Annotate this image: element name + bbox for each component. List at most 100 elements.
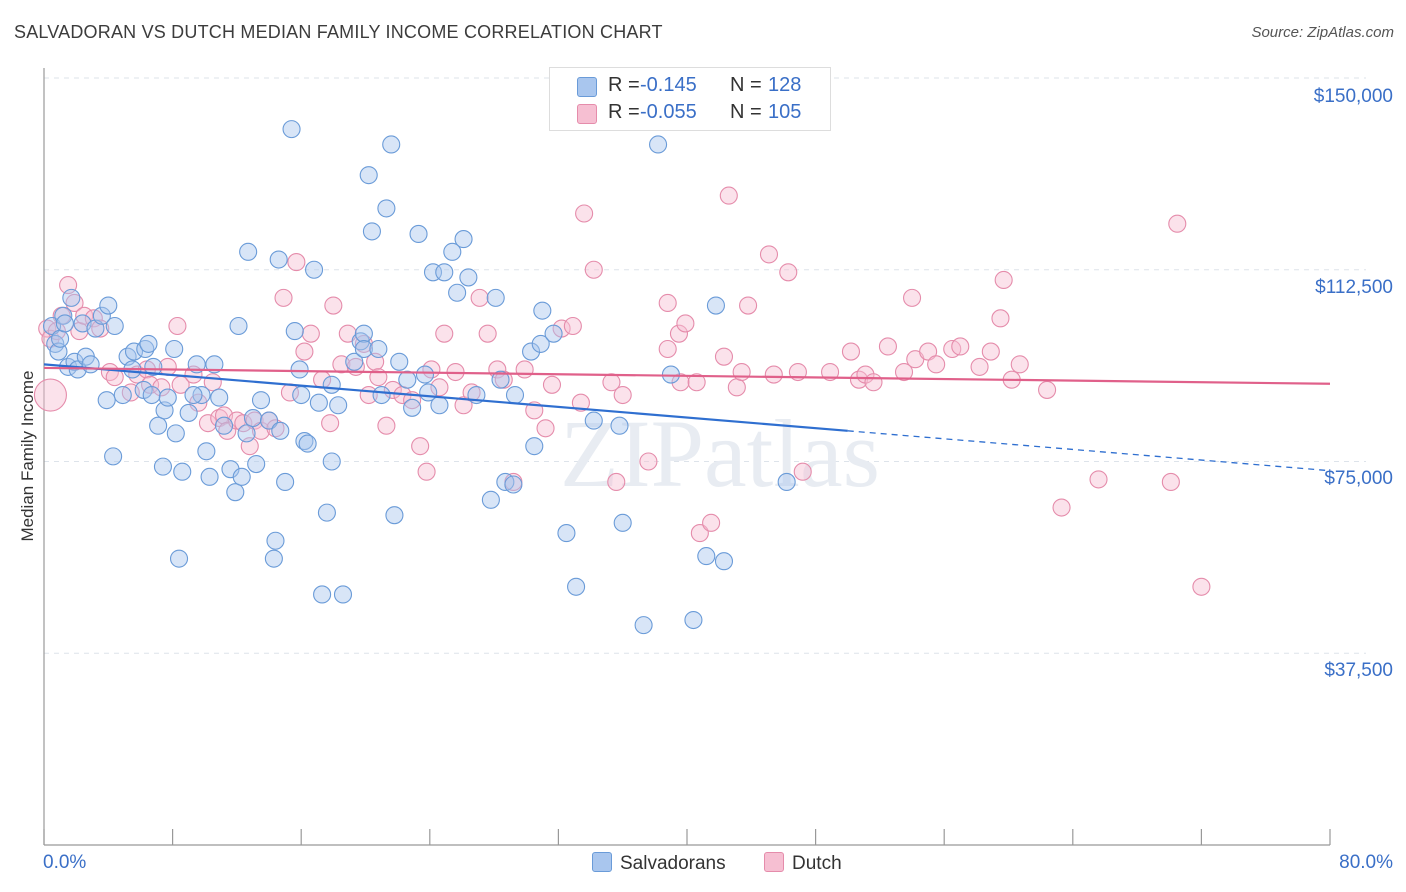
salvadoran-point <box>313 585 332 604</box>
dutch-point <box>411 437 430 456</box>
dutch-point <box>821 362 840 382</box>
dutch-point <box>687 373 706 392</box>
dutch-point <box>128 365 147 384</box>
salvadoran-point <box>285 322 304 341</box>
salvadoran-point <box>305 260 324 279</box>
salvadoran-point <box>486 288 505 307</box>
salvadoran-point <box>345 352 364 371</box>
salvadoran-point <box>124 342 144 361</box>
dutch-point <box>994 270 1013 290</box>
dutch-point <box>951 337 970 356</box>
dutch-point <box>639 452 658 471</box>
n-label: N = <box>730 74 762 96</box>
salvadoran-point <box>525 437 544 456</box>
salvadoran-point <box>435 263 454 282</box>
dutch-point <box>301 324 320 343</box>
salvadoran-point <box>149 416 168 435</box>
salvadoran-point <box>415 365 435 384</box>
salvadoran-point <box>390 352 409 371</box>
y-tick-label: $75,000 <box>1324 468 1393 489</box>
dutch-point <box>690 524 709 543</box>
dutch-point <box>864 373 883 392</box>
salvadoran-point <box>259 411 279 430</box>
salvadoran-point <box>158 388 177 407</box>
dutch-point <box>321 414 340 433</box>
dutch-point <box>658 293 677 313</box>
dutch-point <box>65 293 84 313</box>
dutch-point <box>902 288 922 307</box>
salvadoran-point <box>610 416 629 435</box>
salvadorans-swatch <box>592 852 612 872</box>
salvadoran-point <box>142 385 161 405</box>
salvadoran-point <box>369 339 388 359</box>
salvadoran-point <box>51 329 70 348</box>
salvadoran-point <box>333 585 353 604</box>
salvadoran-point <box>531 334 550 353</box>
salvadoran-point <box>290 360 309 379</box>
salvadoran-point <box>62 288 81 307</box>
dutch-point <box>515 360 534 379</box>
dutch-point <box>1052 498 1071 517</box>
dutch-point <box>1168 214 1187 233</box>
dutch-point <box>33 378 67 412</box>
salvadoran-point <box>205 355 224 374</box>
dutch-point <box>671 373 690 392</box>
dutch-point <box>1010 355 1029 374</box>
salvadoran-point <box>264 549 283 568</box>
dutch-point <box>1089 470 1108 489</box>
salvadoran-point <box>322 452 341 471</box>
dutch-point <box>927 355 946 374</box>
salvadoran-point <box>634 616 653 635</box>
salvadoran-point <box>99 296 118 315</box>
salvadoran-point <box>104 447 123 466</box>
dutch-swatch <box>577 104 597 124</box>
dutch-point <box>470 288 489 307</box>
dutch-point <box>571 393 590 412</box>
dutch-point <box>779 263 798 282</box>
dutch-point <box>919 342 938 361</box>
salvadoran-point <box>481 490 500 509</box>
salvadoran-point <box>113 385 132 405</box>
dutch-point <box>981 342 1000 361</box>
dutch-point <box>266 419 285 438</box>
salvadoran-point <box>187 355 206 374</box>
dutch-point <box>542 375 562 394</box>
salvadoran-point <box>329 396 348 415</box>
dutch-point <box>1192 577 1211 596</box>
salvadoran-point <box>385 506 404 525</box>
dutch-point <box>1161 472 1180 492</box>
salvadoran-point <box>777 472 796 492</box>
salvadoran-point <box>354 339 373 359</box>
dutch-point <box>152 378 171 397</box>
dutch-point <box>324 296 343 315</box>
legend-label: Dutch <box>792 853 842 874</box>
salvadoran-point <box>144 357 163 376</box>
salvadoran-point <box>362 222 381 241</box>
salvadoran-point <box>544 324 563 343</box>
dutch-point <box>377 416 396 435</box>
legend-row-dutch: R = -0.055 N = 105 <box>550 101 830 127</box>
salvadorans-trend-extension <box>847 430 1331 472</box>
dutch-point <box>575 204 594 223</box>
salvadoran-point <box>322 375 341 394</box>
dutch-point <box>991 309 1010 328</box>
dutch-point <box>1038 380 1057 399</box>
dutch-point <box>719 186 738 205</box>
salvadoran-point <box>557 524 576 543</box>
salvadoran-point <box>276 472 295 492</box>
dutch-point <box>658 339 677 359</box>
salvadoran-point <box>706 296 725 315</box>
salvadoran-point <box>139 334 158 353</box>
dutch-point <box>454 396 473 415</box>
axis-lines <box>43 68 1331 846</box>
dutch-point <box>970 357 989 376</box>
salvadoran-point <box>533 301 552 320</box>
salvadoran-point <box>97 391 116 410</box>
n-value: 128 <box>768 74 802 96</box>
salvadoran-point <box>237 424 256 443</box>
watermark: ZIPatlas <box>560 400 880 507</box>
y-tick-label: $150,000 <box>1313 86 1393 107</box>
salvadoran-point <box>105 316 124 336</box>
salvadoran-point <box>165 339 184 359</box>
dutch-point <box>732 362 751 382</box>
